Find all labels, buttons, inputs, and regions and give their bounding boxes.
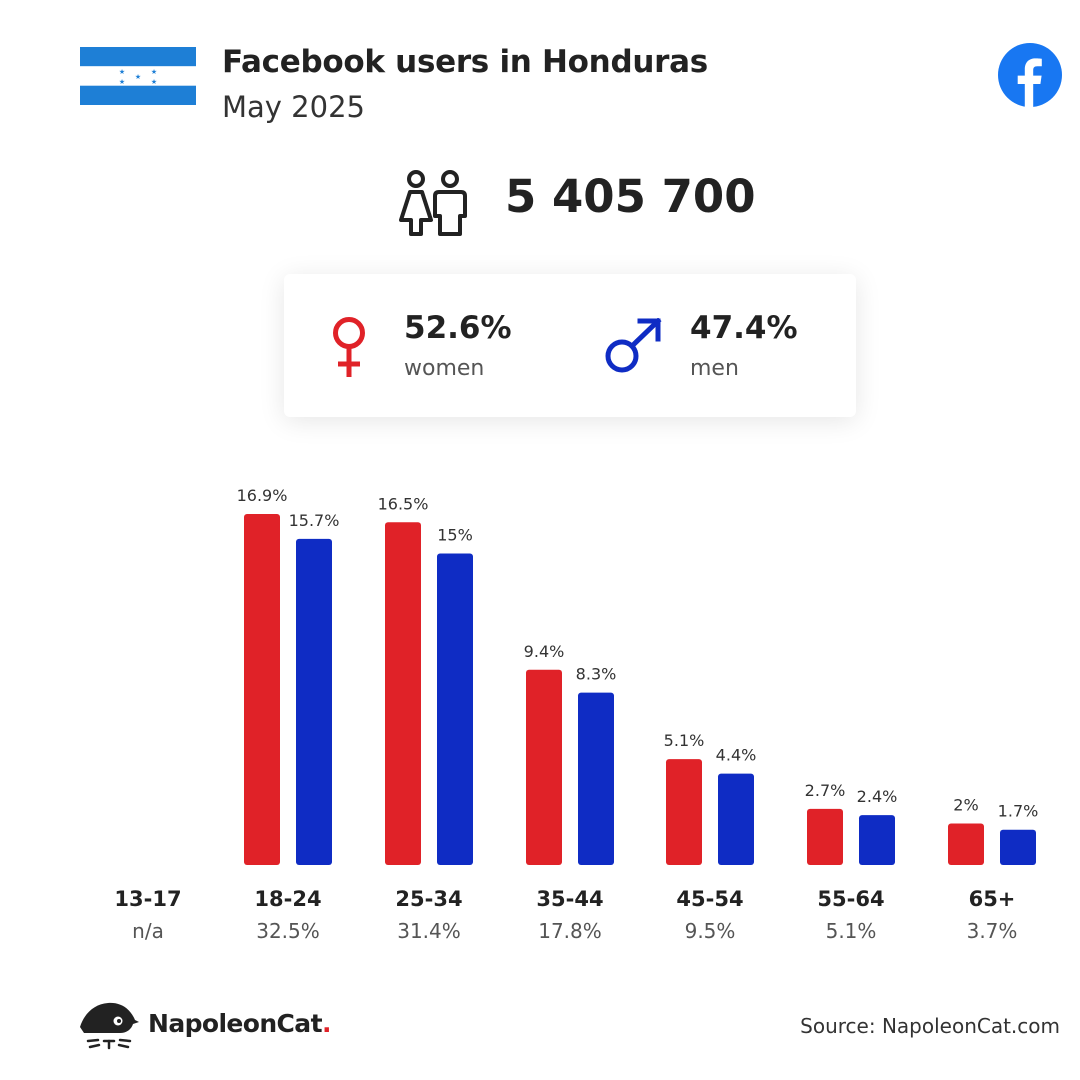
category-total-25-34: 31.4% [397,919,461,943]
category-label-35-44: 35-44 [536,887,603,911]
bar-women-55-64 [807,808,843,865]
category-label-45-54: 45-54 [676,887,743,911]
bar-men-45-54 [718,773,754,865]
category-total-18-24: 32.5% [256,919,320,943]
data-label-men-55-64: 2.4% [857,787,898,806]
brand-name-text: NapoleonCat [148,1009,323,1038]
bar-men-18-24 [296,538,332,865]
svg-text:★: ★ [151,68,157,76]
data-label-women-45-54: 5.1% [664,731,705,750]
data-label-women-55-64: 2.7% [805,781,846,800]
data-label-men-65+: 1.7% [998,802,1039,821]
brand-dot: . [321,1009,332,1038]
brand-name: NapoleonCat. [148,1009,331,1038]
bar-women-25-34 [385,522,421,865]
bar-women-65+ [948,823,984,865]
category-label-65+: 65+ [969,887,1016,911]
data-label-men-35-44: 8.3% [576,665,617,684]
data-label-men-18-24: 15.7% [289,511,340,530]
napoleoncat-logo-icon [80,1002,139,1050]
data-label-men-45-54: 4.4% [716,746,757,765]
svg-text:★: ★ [151,78,157,86]
gender-card: 52.6% women 47.4% men [284,274,856,417]
total-users: 5 405 700 [505,170,756,223]
female-symbol-icon [333,317,365,377]
people-icon [399,170,467,236]
category-total-65+: 3.7% [967,919,1018,943]
male-symbol-icon [605,318,662,373]
bar-men-65+ [1000,829,1036,865]
category-total-55-64: 5.1% [826,919,877,943]
women-label: women [404,356,485,381]
bar-men-25-34 [437,553,473,865]
category-label-13-17: 13-17 [114,887,181,911]
svg-text:★: ★ [135,73,141,81]
category-total-13-17: n/a [132,919,164,943]
women-percent: 52.6% [404,310,512,346]
bar-women-45-54 [666,759,702,865]
honduras-flag-icon: ★ ★ ★ ★ ★ [80,47,196,105]
svg-text:★: ★ [119,68,125,76]
data-label-women-18-24: 16.9% [237,486,288,505]
data-label-men-25-34: 15% [437,525,473,544]
data-label-women-35-44: 9.4% [524,642,565,661]
age-gender-bar-chart: 13-17 n/a 16.9%15.7% 18-24 32.5% 16.5% 15% 25-3… [114,486,1039,943]
page-subtitle: May 2025 [222,90,365,124]
data-label-women-25-34: 16.5% [378,494,429,513]
bar-women-35-44 [526,669,562,865]
svg-text:★: ★ [119,78,125,86]
category-label-18-24: 18-24 [254,887,321,911]
source-credit: Source: NapoleonCat.com [800,1014,1060,1038]
category-total-35-44: 17.8% [538,919,602,943]
category-total-45-54: 9.5% [685,919,736,943]
men-percent: 47.4% [690,310,798,346]
category-label-55-64: 55-64 [817,887,884,911]
data-label-women-65+: 2% [953,795,978,814]
men-label: men [690,356,739,381]
facebook-logo-icon [998,43,1062,107]
bar-men-35-44 [578,692,614,865]
bar-men-55-64 [859,815,895,865]
page-title: Facebook users in Honduras [222,44,708,80]
category-label-25-34: 25-34 [395,887,462,911]
bar-women-18-24 [244,514,280,865]
